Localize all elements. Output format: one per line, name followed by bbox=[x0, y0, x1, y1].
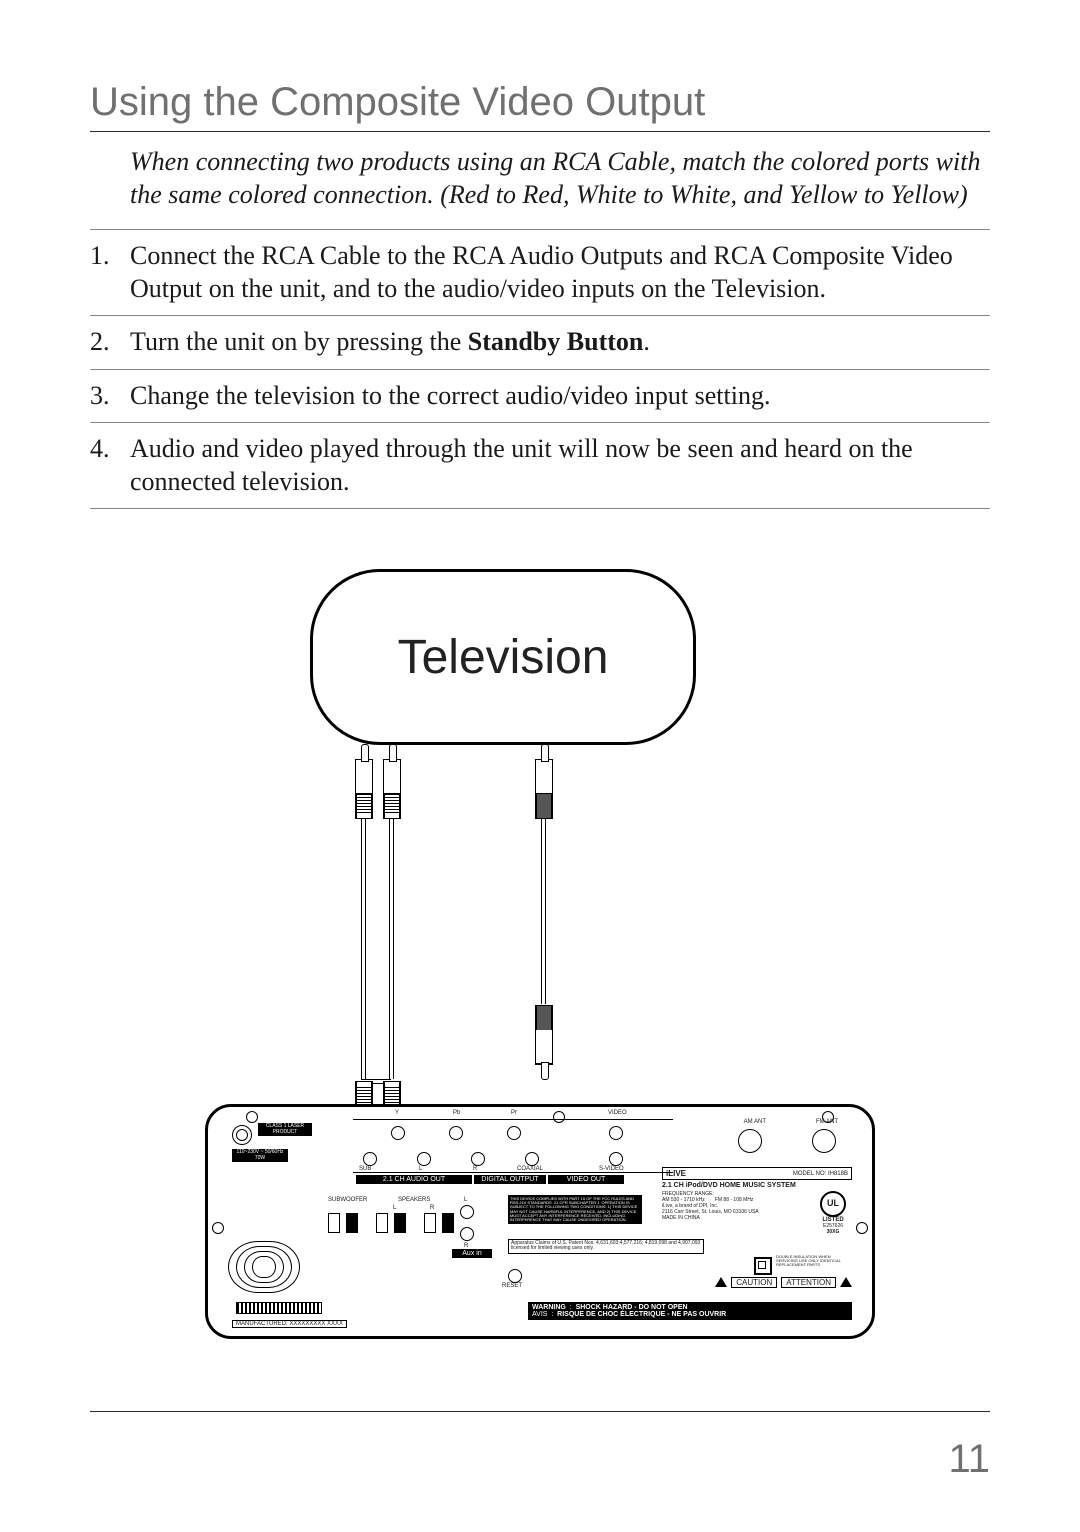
jack-row-top: Y Pb Pr VIDEO SUB L R bbox=[353, 1119, 673, 1173]
am-ant-jack bbox=[738, 1129, 762, 1153]
jack-sub bbox=[363, 1152, 377, 1166]
caution-box: CAUTION bbox=[731, 1277, 777, 1288]
jack-audio-l bbox=[417, 1152, 431, 1166]
step-2-bold: Standby Button bbox=[468, 327, 644, 356]
audio-out-bar: 2.1 CH AUDIO OUT bbox=[356, 1175, 472, 1184]
system-title: 2.1 CH iPod/DVD HOME MUSIC SYSTEM bbox=[662, 1182, 852, 1189]
patents-box: Apparatus Claims of U.S. Patent Nos. 4,6… bbox=[508, 1239, 704, 1254]
cable-video-1 bbox=[541, 819, 546, 949]
speakers-lbl: SPEAKERS bbox=[398, 1197, 430, 1203]
diagram-container: Television bbox=[90, 569, 990, 1339]
amant-lbl: AM ANT bbox=[744, 1119, 766, 1125]
jack-coax bbox=[525, 1152, 539, 1166]
step-3: Change the television to the correct aud… bbox=[90, 369, 990, 423]
brand-label: iLIVE bbox=[666, 1169, 686, 1178]
warning-bar: WARNING : SHOCK HAZARD - DO NOT OPEN AVI… bbox=[528, 1302, 852, 1320]
spk-l: L bbox=[393, 1205, 396, 1211]
pb-label: Pb bbox=[453, 1110, 460, 1116]
attention-box: ATTENTION bbox=[781, 1277, 836, 1288]
barcode-icon bbox=[236, 1302, 322, 1314]
jack-y bbox=[391, 1126, 405, 1140]
freq-fm: FM 88 - 108 MHz bbox=[715, 1197, 754, 1203]
instruction-list: Connect the RCA Cable to the RCA Audio O… bbox=[90, 229, 990, 509]
listed-cat: 30XG bbox=[816, 1229, 850, 1235]
step-2: Turn the unit on by pressing the Standby… bbox=[90, 315, 990, 369]
step-3-text: Change the television to the correct aud… bbox=[130, 381, 770, 410]
warn-fr-h: AVIS bbox=[532, 1311, 547, 1318]
connection-diagram: Television bbox=[205, 569, 875, 1339]
l-lbl: L bbox=[419, 1166, 422, 1172]
rca-plug-yellow-bottom bbox=[535, 1005, 553, 1065]
title-rule bbox=[90, 131, 990, 132]
step-2-prefix: Turn the unit on by pressing the bbox=[130, 327, 468, 356]
rca-plug-yellow-top bbox=[535, 759, 553, 819]
manual-page: Using the Composite Video Output When co… bbox=[0, 0, 1080, 1532]
rca-plug-white-top bbox=[355, 759, 373, 819]
reset-button bbox=[508, 1269, 522, 1283]
compliance-text: THIS DEVICE COMPLIES WITH PART 15 OF THE… bbox=[508, 1195, 642, 1224]
step-1-text: Connect the RCA Cable to the RCA Audio O… bbox=[130, 241, 953, 303]
warn-en-t: SHOCK HAZARD - DO NOT OPEN bbox=[576, 1304, 688, 1311]
jack-svideo bbox=[609, 1152, 623, 1166]
cable-video-2 bbox=[541, 949, 546, 1004]
cable-audio-left bbox=[361, 819, 366, 1079]
warning-triangle-icon bbox=[840, 1277, 852, 1287]
digital-out-bar: DIGITAL OUTPUT bbox=[474, 1175, 546, 1184]
y-label: Y bbox=[395, 1110, 399, 1116]
class1-label: CLASS 1 LASER PRODUCT bbox=[258, 1123, 312, 1136]
screw-icon bbox=[212, 1222, 224, 1234]
screw-icon bbox=[246, 1111, 258, 1123]
svideo-lbl: S-VIDEO bbox=[599, 1166, 624, 1172]
jack-pr bbox=[507, 1126, 521, 1140]
cable-audio-right bbox=[389, 819, 394, 1079]
warn-en-h: WARNING bbox=[532, 1304, 566, 1311]
spk-r: R bbox=[430, 1205, 434, 1211]
video-label: VIDEO bbox=[608, 1110, 627, 1116]
warn-fr-t: RISQUE DE CHOC ÉLECTRIQUE - NE PAS OUVRI… bbox=[557, 1311, 726, 1318]
pr-label: Pr bbox=[511, 1110, 517, 1116]
auxin-bar: Aux in bbox=[452, 1249, 492, 1258]
fm-ant-jack bbox=[812, 1129, 836, 1153]
rca-plug-red-top bbox=[383, 759, 401, 819]
manufactured-box: MANUFACTURED: XXXXXXXXX XXXX bbox=[232, 1320, 347, 1328]
step-1: Connect the RCA Cable to the RCA Audio O… bbox=[90, 229, 990, 315]
step-4-text: Audio and video played through the unit … bbox=[130, 434, 913, 496]
coax-lbl: COAXIAL bbox=[517, 1166, 543, 1172]
jack-audio-r bbox=[471, 1152, 485, 1166]
page-title: Using the Composite Video Output bbox=[90, 80, 990, 125]
ul-badge: UL LISTED E257626 30XG bbox=[816, 1191, 850, 1235]
step-4: Audio and video played through the unit … bbox=[90, 422, 990, 509]
jack-pb bbox=[449, 1126, 463, 1140]
double-insulation-icon bbox=[754, 1257, 772, 1275]
jack-video bbox=[609, 1126, 623, 1140]
television-box: Television bbox=[310, 569, 696, 745]
fmant-lbl: FM ANT bbox=[816, 1119, 838, 1125]
screw-icon bbox=[856, 1222, 868, 1234]
subwoofer-lbl: SUBWOOFER bbox=[328, 1197, 367, 1203]
power-symbol-icon bbox=[232, 1125, 252, 1145]
model-label: MODEL NO: IH818B bbox=[793, 1171, 848, 1177]
caution-row: CAUTION ATTENTION bbox=[715, 1277, 852, 1288]
power-spec-label: 110~230V ~ 50/60Hz 70W bbox=[232, 1149, 288, 1162]
vent-icon bbox=[228, 1236, 298, 1296]
reset-lbl: RESET bbox=[502, 1283, 522, 1289]
footer-rule bbox=[90, 1411, 990, 1412]
r-lbl: R bbox=[473, 1166, 477, 1172]
page-number: 11 bbox=[948, 1437, 990, 1482]
video-out-bar: VIDEO OUT bbox=[548, 1175, 624, 1184]
intro-note: When connecting two products using an RC… bbox=[130, 146, 990, 211]
sub-lbl2: SUB bbox=[359, 1166, 371, 1172]
step-2-tail: . bbox=[643, 327, 650, 356]
warning-triangle-icon bbox=[715, 1277, 727, 1287]
rear-panel: Y Pb Pr VIDEO SUB L R bbox=[205, 1104, 875, 1339]
dbl-ins-text: DOUBLE INSULATION WHEN SERVICING USE ONL… bbox=[776, 1255, 852, 1268]
